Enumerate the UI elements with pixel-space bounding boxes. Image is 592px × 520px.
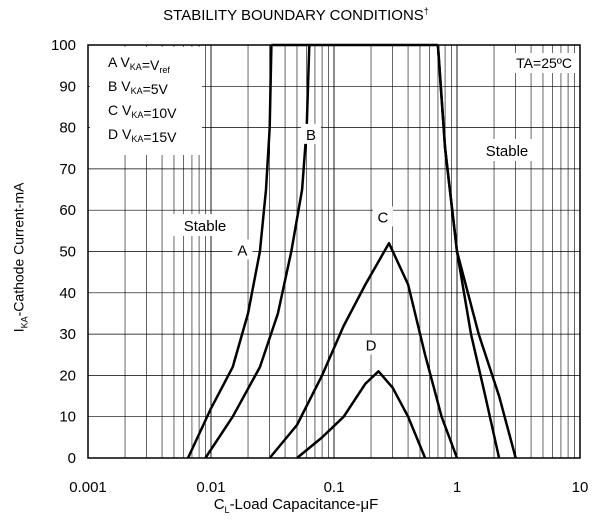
y-tick-label: 80 — [59, 120, 76, 137]
x-axis-label: CL-Load Capacitance-μF — [213, 496, 379, 515]
y-tick-label: 70 — [59, 161, 76, 178]
series-c-curve — [268, 241, 459, 459]
x-tick-label: 0.1 — [324, 479, 345, 496]
y-tick-label: 0 — [68, 450, 76, 467]
curve-label-bg — [372, 206, 393, 227]
curve-label-a: A — [237, 243, 247, 260]
y-axis-label: IKA-Cathode Current-mA — [10, 182, 30, 333]
x-tick-label: 0.001 — [69, 479, 107, 496]
legend-item-b: B VKA=5V — [108, 78, 169, 97]
legend-item-a: A VKA=Vref — [108, 54, 170, 75]
y-tick-label: 100 — [51, 37, 76, 54]
legend-item-c: C VKA=10V — [108, 102, 177, 121]
series-a-left — [186, 44, 273, 459]
y-tick-label: 20 — [59, 367, 76, 384]
legend-box — [90, 47, 202, 155]
x-tick-label: 0.01 — [196, 479, 225, 496]
stable-right-bg — [474, 139, 540, 161]
curve-label-bg — [361, 334, 382, 355]
legend-item-d: D VKA=15V — [108, 126, 177, 145]
y-tick-label: 60 — [59, 202, 76, 219]
curve-label-bg — [300, 123, 321, 144]
curve-label-c: C — [378, 209, 389, 226]
stable-label-right: Stable — [486, 143, 529, 160]
ta-label-bg — [502, 53, 576, 73]
stable-left-bg — [172, 214, 238, 236]
y-tick-label: 40 — [59, 285, 76, 302]
y-tick-label: 50 — [59, 244, 76, 261]
x-tick-label: 1 — [453, 479, 461, 496]
curve-label-bg — [232, 239, 253, 260]
x-tick-label: 10 — [572, 479, 589, 496]
chart-title: STABILITY BOUNDARY CONDITIONS† — [163, 6, 429, 24]
series-d-curve — [296, 370, 427, 459]
y-tick-label: 90 — [59, 78, 76, 95]
ta-label: TA=25ºC — [516, 55, 572, 71]
curve-label-d: D — [366, 337, 377, 354]
curve-label-b: B — [306, 127, 316, 144]
y-tick-label: 30 — [59, 326, 76, 343]
stable-label-left: Stable — [184, 218, 227, 235]
series-b-right — [436, 44, 501, 459]
y-tick-label: 10 — [59, 409, 76, 426]
